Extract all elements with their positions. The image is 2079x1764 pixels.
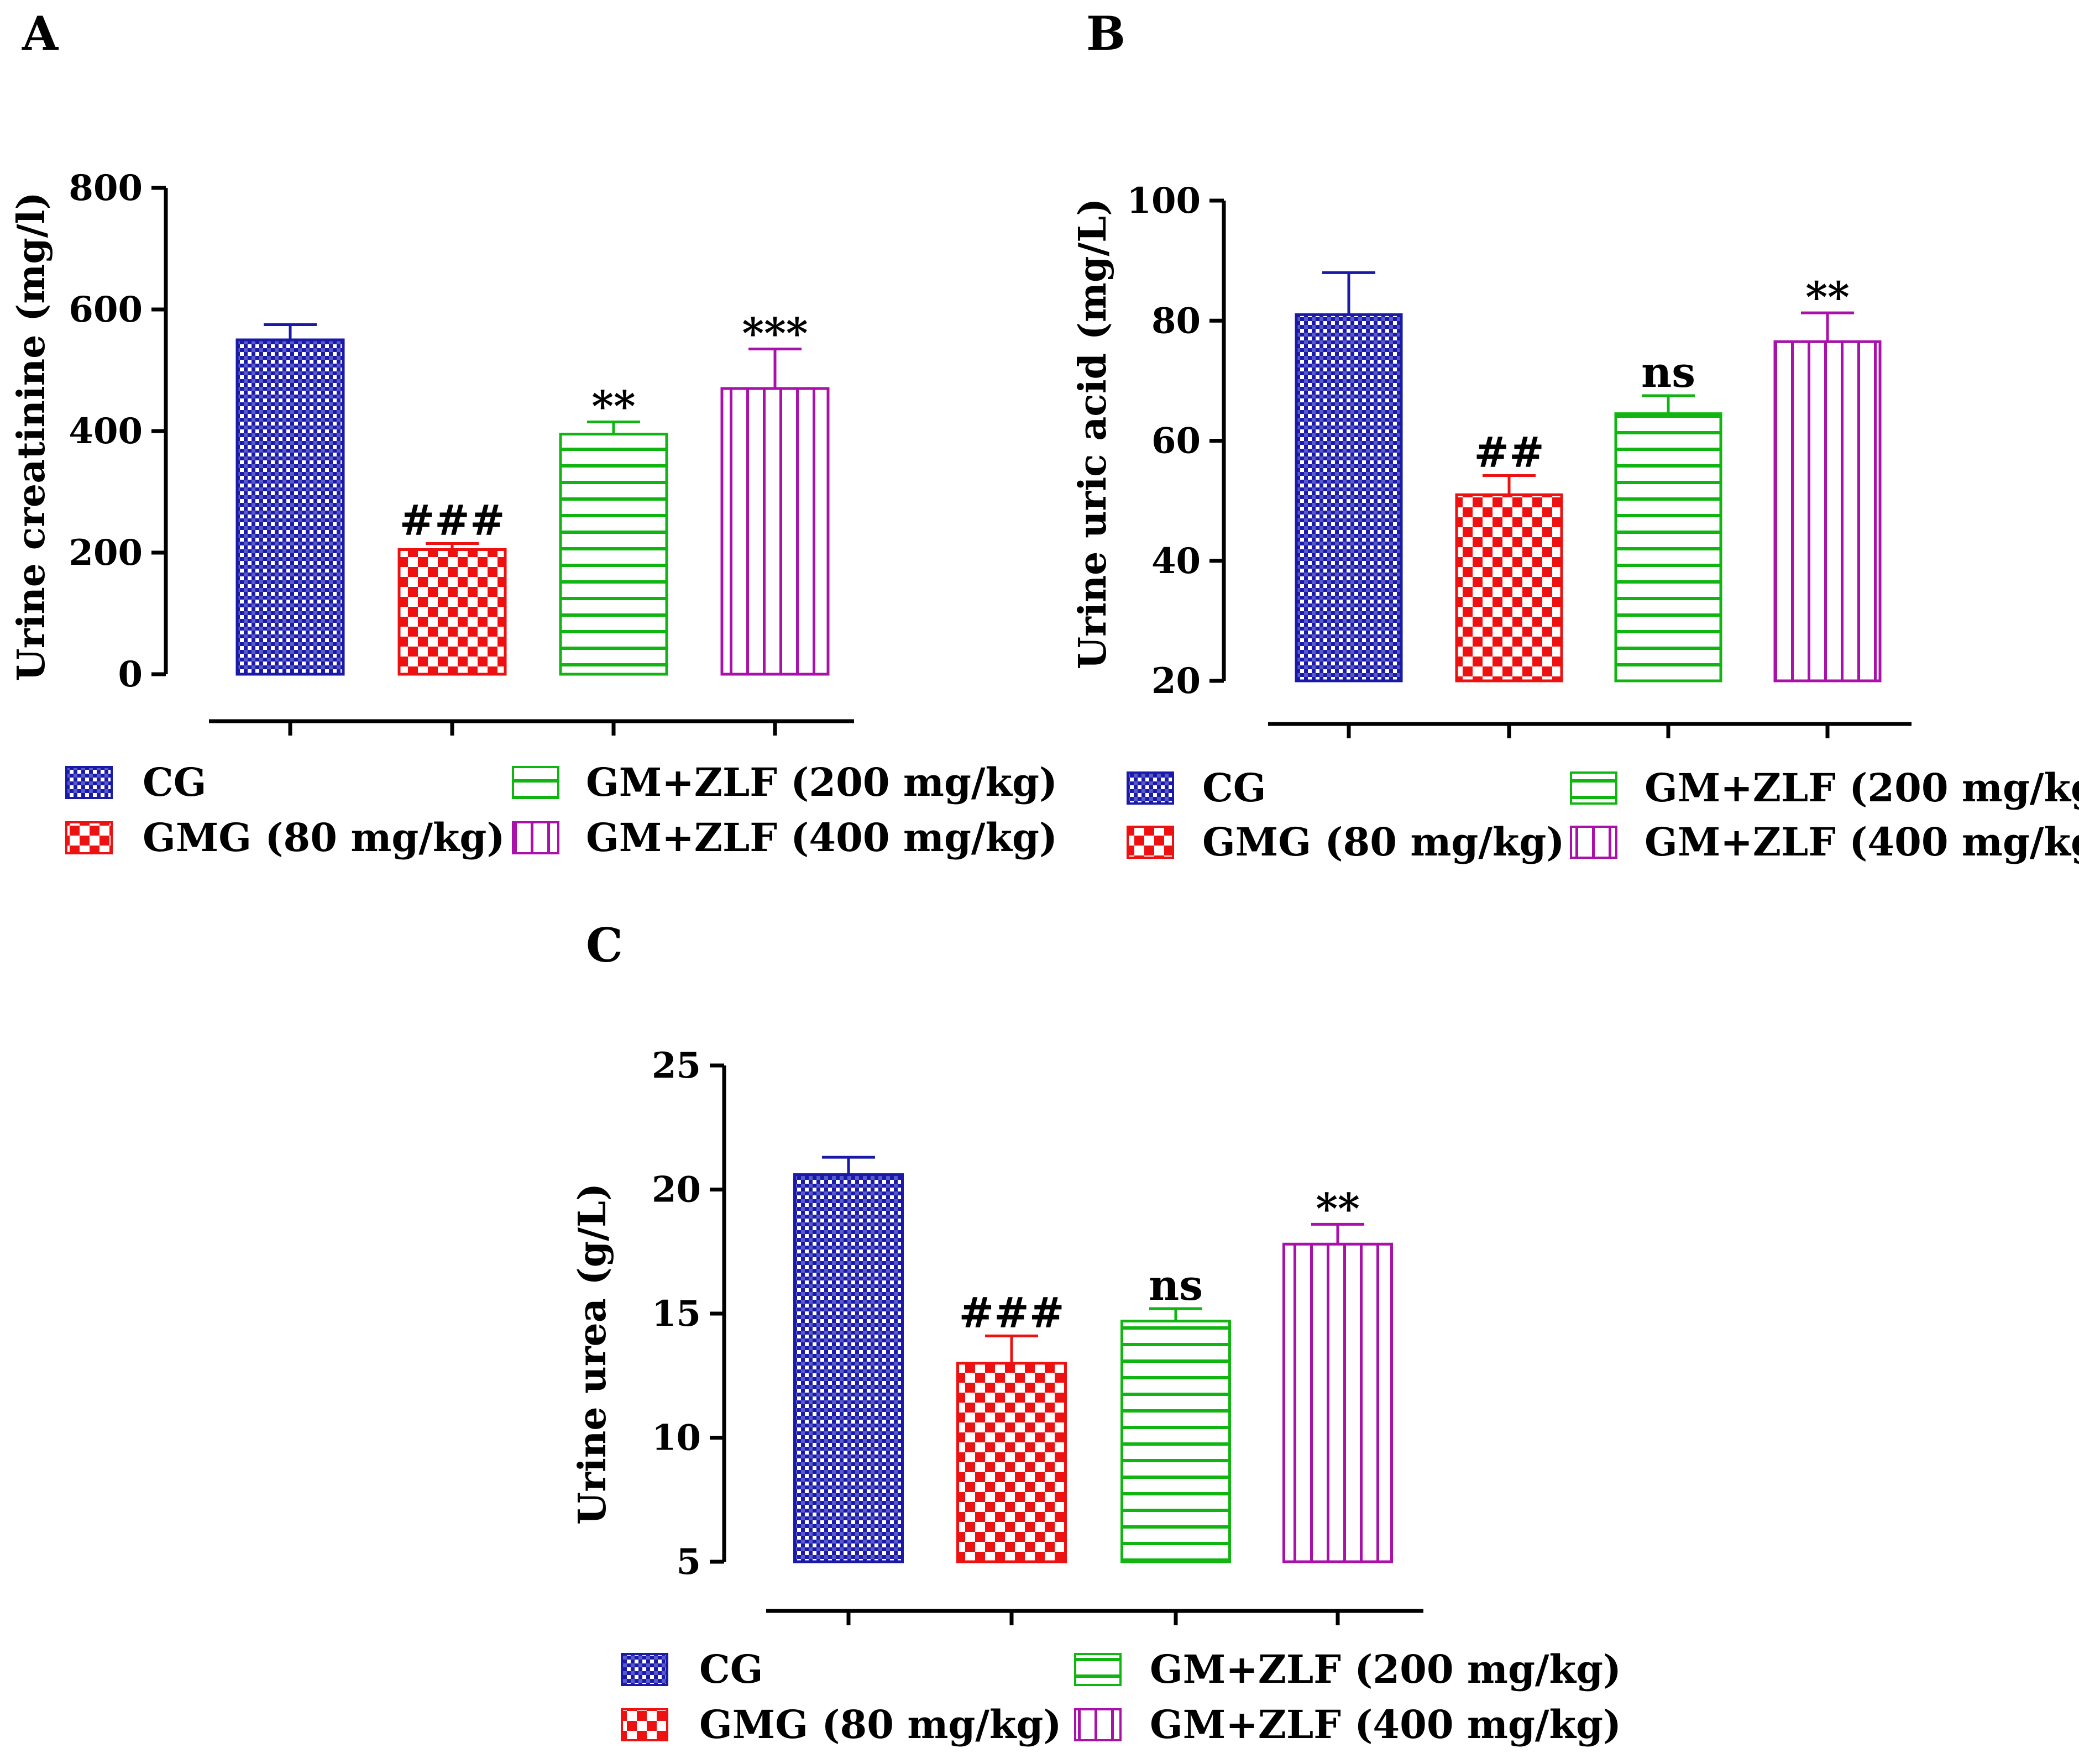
significance-label: ns bbox=[1149, 1261, 1203, 1310]
y-tick-label: 25 bbox=[652, 1045, 701, 1086]
y-tick-label: 20 bbox=[652, 1169, 701, 1211]
y-tick-label: 600 bbox=[69, 289, 143, 330]
y-tick-label: 800 bbox=[69, 167, 143, 209]
legend-label: GMG (80 mg/kg) bbox=[1202, 819, 1564, 865]
legend-swatch bbox=[65, 821, 113, 854]
y-tick-label: 400 bbox=[69, 411, 143, 452]
significance-label: ** bbox=[591, 382, 636, 431]
panel-letter: A bbox=[22, 6, 59, 61]
legends: CG GMG (80 mg/kg) GM+ZLF (200 mg/kg) GM+ZLF… bbox=[65, 759, 2079, 1747]
y-tick-label: 15 bbox=[652, 1293, 701, 1335]
bar-a-2 bbox=[397, 548, 507, 676]
legend-label: GM+ZLF (200 mg/kg) bbox=[586, 759, 1057, 805]
legend-label: GMG (80 mg/kg) bbox=[143, 815, 505, 860]
legend-label: GM+ZLF (400 mg/kg) bbox=[1645, 819, 2079, 865]
y-tick-label: 80 bbox=[1151, 300, 1201, 342]
legend-label: GM+ZLF (200 mg/kg) bbox=[1150, 1646, 1621, 1692]
legend-label: CG bbox=[143, 759, 207, 805]
bar-c-1 bbox=[793, 1173, 904, 1563]
legend-swatch bbox=[621, 1708, 668, 1741]
legend-swatch bbox=[1570, 826, 1617, 859]
legend-a: CG GMG (80 mg/kg) GM+ZLF (200 mg/kg) GM+ZLF… bbox=[65, 759, 1057, 860]
chart-panel-b: 20 40 60 80 100 ## ns ** bbox=[1127, 180, 1912, 738]
chart-panel-c: 5 10 15 20 25 ### ns ** bbox=[652, 1045, 1423, 1625]
bar-a-3 bbox=[559, 433, 668, 676]
bar-c-4 bbox=[1282, 1242, 1393, 1563]
bar-c-2 bbox=[956, 1362, 1067, 1563]
legend-swatch bbox=[65, 766, 113, 799]
significance-label: ## bbox=[1474, 428, 1544, 477]
panel-letter: C bbox=[586, 918, 623, 973]
legend-label: GMG (80 mg/kg) bbox=[699, 1702, 1061, 1747]
significance-label: ** bbox=[1805, 272, 1850, 322]
y-axis-title: Urine creatinine (mg/l) bbox=[9, 192, 54, 681]
y-tick-label: 10 bbox=[652, 1418, 701, 1459]
y-axis-title: Urine urea (g/L) bbox=[570, 1183, 615, 1525]
legend-label: GM+ZLF (400 mg/kg) bbox=[1150, 1702, 1621, 1747]
bar-b-3 bbox=[1614, 412, 1722, 683]
significance-label: ns bbox=[1641, 348, 1695, 397]
significance-label: ### bbox=[959, 1288, 1064, 1337]
y-tick-label: 100 bbox=[1127, 180, 1201, 222]
significance-label: ** bbox=[1316, 1184, 1360, 1233]
bar-b-4 bbox=[1773, 340, 1882, 683]
y-tick-label: 5 bbox=[676, 1541, 701, 1583]
y-tick-label: 200 bbox=[69, 532, 143, 574]
legend-swatch bbox=[1074, 1653, 1122, 1686]
bar-a-1 bbox=[235, 338, 345, 676]
legend-swatch bbox=[1570, 771, 1617, 805]
y-tick-label: 0 bbox=[118, 654, 143, 695]
legend-label: GM+ZLF (400 mg/kg) bbox=[586, 815, 1057, 860]
y-tick-label: 40 bbox=[1151, 540, 1201, 582]
legend-swatch bbox=[1074, 1708, 1122, 1741]
legend-label: CG bbox=[1202, 765, 1266, 811]
y-axis-title: Urine uric acid (mg/L) bbox=[1071, 198, 1115, 670]
y-tick-label: 60 bbox=[1151, 421, 1201, 462]
legend-swatch bbox=[1127, 826, 1174, 859]
legend-swatch bbox=[512, 821, 559, 854]
bar-c-3 bbox=[1120, 1319, 1231, 1563]
plots: 0200400600800###*****20406080100##ns**51… bbox=[69, 167, 1912, 1625]
legend-label: CG bbox=[699, 1646, 763, 1692]
legend-c: CG GMG (80 mg/kg) GM+ZLF (200 mg/kg) GM+ZLF… bbox=[621, 1646, 1621, 1747]
legend-swatch bbox=[512, 766, 559, 799]
bar-b-1 bbox=[1295, 313, 1403, 683]
y-tick-label: 20 bbox=[1151, 660, 1201, 702]
significance-label: ### bbox=[399, 496, 505, 545]
legend-label: GM+ZLF (200 mg/kg) bbox=[1645, 765, 2079, 811]
legend-swatch bbox=[621, 1653, 668, 1686]
bar-a-4 bbox=[720, 387, 830, 676]
legend-b: CG GMG (80 mg/kg) GM+ZLF (200 mg/kg) GM+ZLF… bbox=[1127, 765, 2079, 865]
legend-swatch bbox=[1127, 771, 1174, 805]
bar-b-2 bbox=[1455, 493, 1563, 683]
significance-label: *** bbox=[742, 309, 808, 358]
panel-letter: B bbox=[1086, 6, 1125, 61]
